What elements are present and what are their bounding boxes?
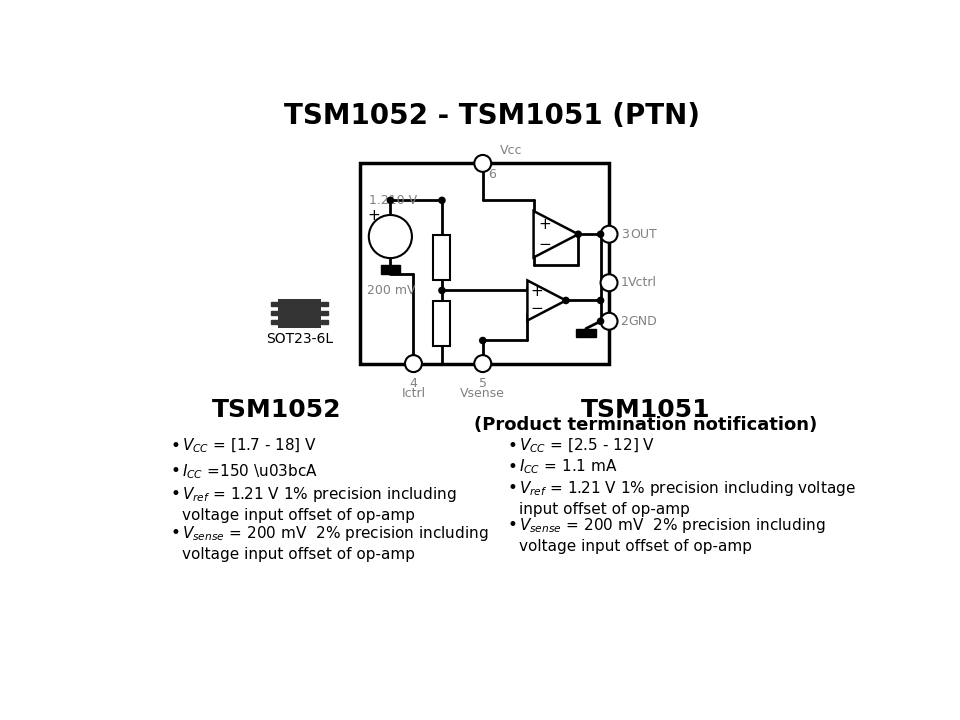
Text: 5: 5 — [479, 377, 487, 390]
Circle shape — [369, 215, 412, 258]
Text: Vsense: Vsense — [461, 387, 505, 400]
Text: +: + — [539, 217, 551, 232]
Text: $V_{CC}$ = [2.5 - 12] V: $V_{CC}$ = [2.5 - 12] V — [519, 437, 655, 455]
Text: −: − — [539, 237, 551, 251]
Circle shape — [597, 231, 604, 238]
Text: •: • — [508, 437, 517, 455]
Bar — [278, 299, 321, 328]
Text: GND: GND — [628, 315, 657, 328]
Bar — [272, 320, 278, 324]
Bar — [321, 302, 327, 306]
Circle shape — [474, 155, 492, 172]
Circle shape — [597, 318, 604, 324]
Circle shape — [601, 226, 617, 243]
Text: •: • — [508, 479, 517, 497]
Text: (Product termination notification): (Product termination notification) — [474, 416, 818, 434]
Text: TSM1052 - TSM1051 (PTN): TSM1052 - TSM1051 (PTN) — [284, 102, 700, 130]
Text: SOT23-6L: SOT23-6L — [266, 332, 333, 346]
Circle shape — [439, 197, 445, 204]
Text: •: • — [170, 437, 180, 455]
Polygon shape — [527, 280, 565, 320]
Circle shape — [405, 355, 422, 372]
Circle shape — [601, 274, 617, 291]
Circle shape — [474, 355, 492, 372]
Text: •: • — [170, 485, 180, 503]
Circle shape — [575, 231, 582, 238]
Text: OUT: OUT — [630, 228, 657, 240]
Text: +: + — [531, 284, 543, 300]
Circle shape — [563, 297, 569, 304]
Text: 3: 3 — [620, 228, 629, 240]
Text: 2: 2 — [620, 315, 629, 328]
Text: Vcc: Vcc — [500, 144, 522, 157]
Text: $I_{CC}$ = 1.1 mA: $I_{CC}$ = 1.1 mA — [519, 457, 617, 476]
Text: •: • — [170, 523, 180, 541]
Polygon shape — [534, 211, 578, 258]
Text: $V_{sense}$ = 200 mV  2% precision including
voltage input offset of op-amp: $V_{sense}$ = 200 mV 2% precision includ… — [519, 516, 826, 554]
Text: 4: 4 — [410, 377, 418, 390]
Bar — [434, 235, 450, 279]
Circle shape — [480, 338, 486, 343]
Text: Vctrl: Vctrl — [628, 276, 658, 289]
Circle shape — [439, 287, 445, 294]
Bar — [321, 320, 327, 324]
Text: 1.210 V: 1.210 V — [369, 194, 417, 207]
Text: 200 mV: 200 mV — [368, 284, 416, 297]
Text: •: • — [508, 457, 517, 475]
Text: Ictrl: Ictrl — [401, 387, 425, 400]
Text: TSM1052: TSM1052 — [211, 398, 341, 422]
Text: +: + — [367, 208, 380, 223]
Text: 6: 6 — [488, 168, 496, 181]
Bar — [576, 328, 596, 337]
Text: $V_{sense}$ = 200 mV  2% precision including
voltage input offset of op-amp: $V_{sense}$ = 200 mV 2% precision includ… — [181, 523, 489, 562]
Circle shape — [601, 312, 617, 330]
Text: $V_{ref}$ = 1.21 V 1% precision including
voltage input offset of op-amp: $V_{ref}$ = 1.21 V 1% precision includin… — [181, 485, 456, 523]
Text: −: − — [531, 302, 543, 316]
Bar — [381, 266, 399, 274]
Text: •: • — [170, 462, 180, 480]
Bar — [360, 163, 609, 364]
Text: TSM1051: TSM1051 — [581, 398, 710, 422]
Circle shape — [387, 197, 394, 204]
Text: $V_{ref}$ = 1.21 V 1% precision including voltage
input offset of op-amp: $V_{ref}$ = 1.21 V 1% precision includin… — [519, 479, 855, 517]
Circle shape — [597, 297, 604, 304]
Text: $I_{CC}$ =150 \u03bcA: $I_{CC}$ =150 \u03bcA — [181, 462, 318, 481]
Bar — [272, 302, 278, 306]
Text: $V_{CC}$ = [1.7 - 18] V: $V_{CC}$ = [1.7 - 18] V — [181, 437, 317, 455]
Text: 1: 1 — [620, 276, 629, 289]
Text: •: • — [508, 516, 517, 534]
Bar — [272, 311, 278, 315]
Bar — [321, 311, 327, 315]
Bar — [434, 301, 450, 346]
